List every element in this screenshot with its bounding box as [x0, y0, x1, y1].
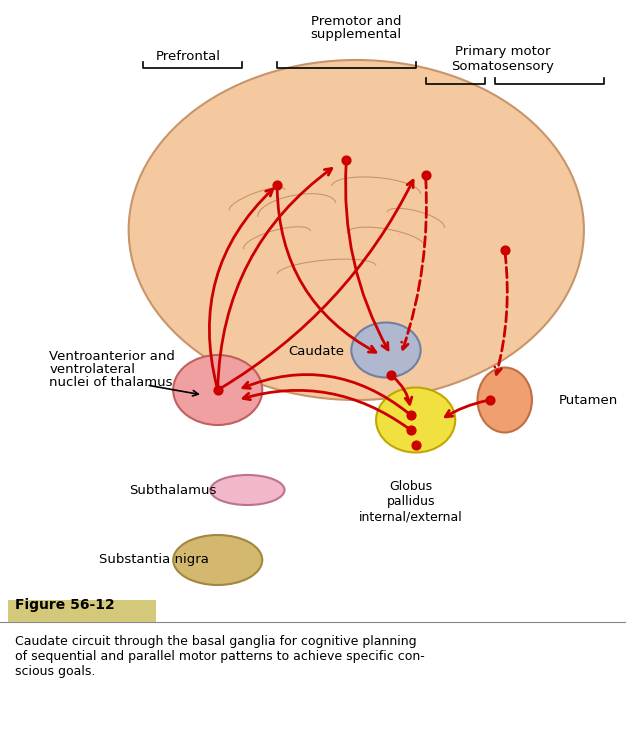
Ellipse shape	[477, 368, 532, 433]
FancyArrowPatch shape	[446, 400, 487, 417]
Ellipse shape	[376, 388, 455, 453]
Ellipse shape	[210, 475, 284, 505]
Text: supplemental: supplemental	[311, 28, 402, 41]
FancyArrowPatch shape	[243, 374, 408, 413]
FancyArrowPatch shape	[495, 252, 507, 374]
Point	[272, 179, 282, 191]
Text: Primary motor: Primary motor	[455, 45, 551, 58]
Text: Somatosensory: Somatosensory	[451, 60, 555, 73]
Point	[411, 439, 421, 451]
FancyArrowPatch shape	[220, 180, 413, 388]
Point	[406, 424, 416, 436]
Point	[406, 409, 416, 421]
Point	[499, 244, 510, 256]
Point	[485, 394, 495, 406]
Text: nuclei of thalamus: nuclei of thalamus	[49, 376, 173, 389]
Text: Globus
pallidus
internal/external: Globus pallidus internal/external	[359, 480, 463, 523]
Text: Prefrontal: Prefrontal	[156, 50, 220, 63]
Text: Premotor and: Premotor and	[311, 15, 401, 28]
Text: Figure 56-12: Figure 56-12	[15, 598, 115, 612]
Point	[420, 169, 430, 181]
Text: Subthalamus: Subthalamus	[128, 483, 216, 497]
FancyArrowPatch shape	[210, 189, 273, 387]
Text: Ventroanterior and: Ventroanterior and	[49, 350, 175, 363]
FancyArrowPatch shape	[277, 187, 376, 353]
Point	[341, 154, 351, 166]
Point	[213, 384, 223, 396]
FancyArrowPatch shape	[402, 178, 427, 350]
Text: Putamen: Putamen	[559, 394, 618, 406]
Text: Caudate circuit through the basal ganglia for cognitive planning
of sequential a: Caudate circuit through the basal gangli…	[15, 635, 425, 678]
Ellipse shape	[173, 535, 262, 585]
FancyArrowPatch shape	[393, 376, 412, 404]
FancyBboxPatch shape	[8, 600, 156, 622]
Ellipse shape	[173, 355, 262, 425]
Ellipse shape	[351, 323, 420, 377]
Point	[386, 369, 396, 381]
FancyArrowPatch shape	[346, 163, 388, 350]
Text: Caudate: Caudate	[289, 345, 345, 358]
FancyArrowPatch shape	[243, 391, 408, 428]
Text: Substantia nigra: Substantia nigra	[99, 554, 209, 566]
Ellipse shape	[128, 60, 584, 400]
Text: ventrolateral: ventrolateral	[49, 363, 135, 376]
FancyArrowPatch shape	[218, 169, 332, 387]
